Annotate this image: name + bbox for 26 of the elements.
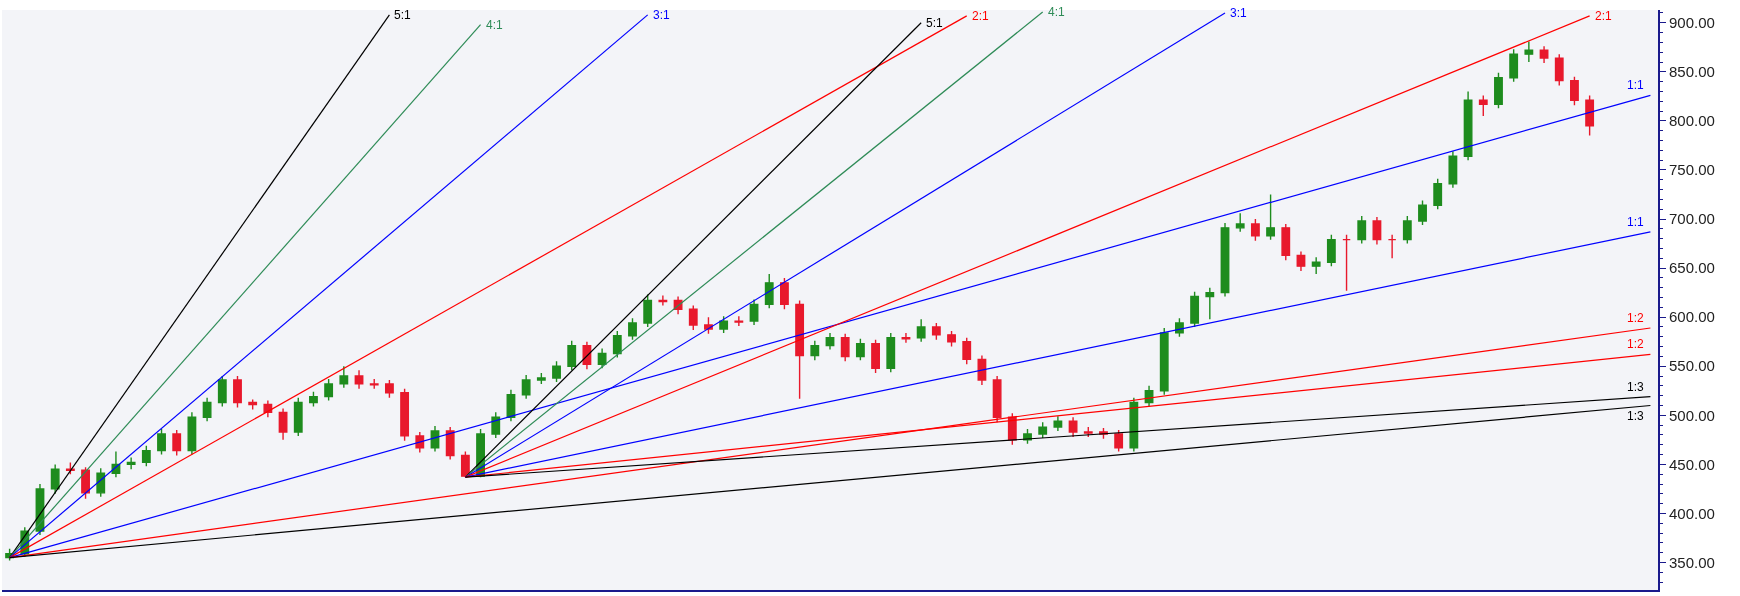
series-label: 1:2	[1627, 337, 1645, 351]
y-tick-label: 350.00	[1669, 553, 1715, 571]
y-tick-label: 800.00	[1669, 112, 1715, 130]
series-label: 1:1	[1627, 215, 1645, 229]
series-label: 5:1	[926, 16, 944, 30]
series-label: 4:1	[486, 18, 504, 32]
y-tick-label: 550.00	[1669, 357, 1715, 375]
series-label: 1:2	[1627, 311, 1645, 325]
series-label: 2:1	[1595, 9, 1613, 23]
y-tick-label: 450.00	[1669, 455, 1715, 473]
y-tick-label: 700.00	[1669, 210, 1715, 228]
series-label: 3:1	[1230, 6, 1248, 20]
y-tick-label: 850.00	[1669, 63, 1715, 81]
y-tick-label: 750.00	[1669, 161, 1715, 179]
series-label: 4:1	[1048, 5, 1066, 19]
series-label: 1:1	[1627, 78, 1645, 92]
y-tick-label: 400.00	[1669, 504, 1715, 522]
y-tick-label: 600.00	[1669, 308, 1715, 326]
y-tick-label: 500.00	[1669, 406, 1715, 424]
y-tick-label: 900.00	[1669, 14, 1715, 32]
series-label: 1:3	[1627, 380, 1645, 394]
y-tick-label: 650.00	[1669, 259, 1715, 277]
series-label: 1:3	[1627, 409, 1645, 423]
series-label: 5:1	[394, 8, 412, 22]
series-label: 3:1	[653, 8, 671, 22]
series-label: 2:1	[972, 9, 990, 23]
